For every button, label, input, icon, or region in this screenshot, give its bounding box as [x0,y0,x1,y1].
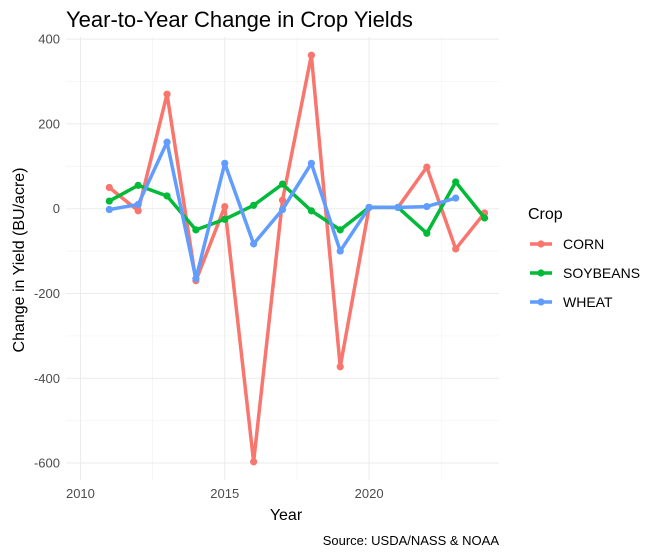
x-tick-label: 2010 [66,486,95,501]
grid [66,37,499,480]
chart-title: Year-to-Year Change in Crop Yields [66,7,413,32]
data-point-corn [336,363,344,371]
legend-item-soybeans: SOYBEANS [530,265,640,281]
data-point-corn [307,51,315,59]
data-point-wheat [192,275,200,283]
y-tick-label: 400 [38,32,60,47]
data-point-wheat [105,205,113,214]
x-axis-title: Year [270,507,303,524]
data-point-soybeans [480,214,489,222]
data-point-corn [278,196,287,204]
data-point-corn [163,90,171,98]
y-tick-label: 0 [53,201,60,216]
y-tick-label: -600 [34,456,60,471]
data-point-soybeans [336,226,344,234]
series-layer [105,51,489,466]
data-point-soybeans [134,181,142,189]
legend-title: Crop [528,206,563,223]
legend-key-point-corn [537,240,545,248]
data-point-soybeans [307,207,315,215]
data-point-wheat [221,159,229,167]
legend-item-corn: CORN [530,236,604,252]
legend-item-wheat: WHEAT [530,294,613,310]
x-tick-label: 2020 [355,486,384,501]
data-point-wheat [307,159,315,167]
data-point-wheat [278,205,287,214]
series-line-soybeans [107,180,487,236]
legend-label-corn: CORN [563,236,604,252]
legend-key-point-wheat [537,298,545,306]
data-point-wheat [163,138,171,146]
y-axis-title: Change in Yield (BU/acre) [11,168,28,353]
data-point-corn [423,163,431,171]
data-point-corn [105,183,113,192]
y-axis-ticks: -600 -400 -200 0 200 400 [34,32,60,471]
legend-key-point-soybeans [537,269,545,277]
series-line-corn [107,53,487,464]
y-tick-label: -200 [34,286,60,301]
data-point-wheat [394,203,402,212]
legend: Crop CORN SOYBEANS WHEAT [528,206,640,310]
data-point-wheat [250,240,258,248]
legend-label-soybeans: SOYBEANS [563,265,640,281]
data-point-wheat [423,202,431,211]
data-point-soybeans [250,201,258,209]
data-point-wheat [365,203,373,212]
y-tick-label: 200 [38,116,60,131]
data-point-soybeans [221,215,229,223]
data-point-soybeans [452,178,460,186]
data-point-soybeans [278,180,287,188]
y-tick-label: -400 [34,371,60,386]
data-point-soybeans [105,197,113,205]
x-tick-label: 2015 [210,486,239,501]
data-point-wheat [134,200,142,209]
data-point-soybeans [163,192,171,200]
data-point-wheat [336,247,344,255]
data-point-corn [221,202,229,211]
caption: Source: USDA/NASS & NOAA [323,533,500,548]
legend-label-wheat: WHEAT [563,294,613,310]
data-point-corn [250,458,258,466]
data-point-corn [452,245,460,253]
x-axis-ticks: 2010 2015 2020 [66,486,384,501]
data-point-corn [134,207,142,215]
data-point-soybeans [192,226,200,234]
data-point-wheat [452,194,460,202]
data-point-soybeans [423,229,431,237]
